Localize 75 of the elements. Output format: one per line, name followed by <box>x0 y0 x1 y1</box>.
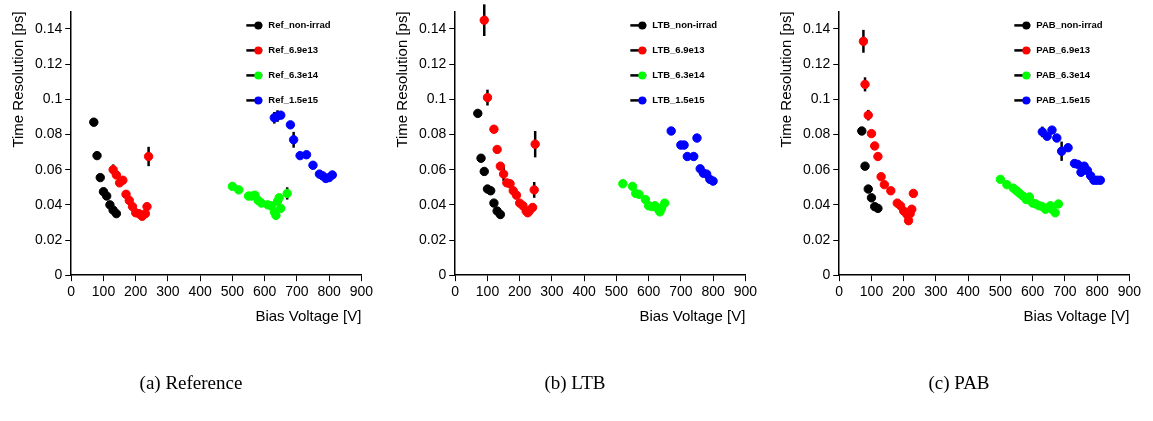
y-tick-label: 0.12 <box>803 55 831 72</box>
y-axis-title: Time Resolution [ps] <box>9 11 27 148</box>
x-tick-label: 600 <box>1020 283 1045 300</box>
y-tick-label: 0.04 <box>803 195 831 212</box>
x-tick-label: 500 <box>988 283 1013 300</box>
legend-label: LTB_6.9e13 <box>652 44 705 56</box>
x-tick-label: 800 <box>701 283 725 300</box>
legend-label: PAB_6.3e14 <box>1036 69 1091 81</box>
y-tick-label: 0.1 <box>426 90 447 107</box>
x-tick-label: 600 <box>636 283 661 300</box>
y-tick-label: 0.08 <box>35 125 63 142</box>
y-tick-label: 0.02 <box>419 230 447 247</box>
legend-label: LTB_6.3e14 <box>652 69 706 81</box>
x-tick-label: 800 <box>1085 283 1109 300</box>
y-axis-title: Time Resolution [ps] <box>777 11 795 148</box>
x-tick-label: 500 <box>220 283 245 300</box>
x-tick-label: 300 <box>540 283 564 300</box>
legend-label: Ref_6.3e14 <box>268 69 319 81</box>
x-tick-label: 0 <box>451 283 460 300</box>
x-axis-title: Bias Voltage [V] <box>255 307 362 325</box>
legend-label: Ref_non-irrad <box>268 19 331 31</box>
x-tick-label: 0 <box>67 283 76 300</box>
x-tick-label: 700 <box>285 283 309 300</box>
x-tick-label: 700 <box>669 283 693 300</box>
x-tick-label: 100 <box>91 283 116 300</box>
legend-label: PAB_non-irrad <box>1036 19 1103 31</box>
y-tick-label: 0.08 <box>419 125 447 142</box>
legend-label: LTB_1.5e15 <box>652 94 706 106</box>
y-tick-label: 0.02 <box>803 230 831 247</box>
y-tick-label: 0.06 <box>35 160 63 177</box>
x-tick-label: 400 <box>188 283 213 300</box>
y-tick-label: 0 <box>822 266 831 283</box>
y-tick-label: 0 <box>54 266 63 283</box>
y-tick-label: 0.04 <box>419 195 447 212</box>
x-tick-label: 200 <box>892 283 916 300</box>
y-tick-label: 0.14 <box>803 19 831 36</box>
y-tick-label: 0.02 <box>35 230 63 247</box>
y-tick-label: 0.08 <box>803 125 831 142</box>
y-tick-label: 0.04 <box>35 195 63 212</box>
text: (b) LTB <box>543 372 607 394</box>
y-tick-label: 0.12 <box>35 55 63 72</box>
x-tick-label: 100 <box>859 283 884 300</box>
legend-label: LTB_non-irrad <box>652 19 718 31</box>
y-tick-label: 0.14 <box>35 19 63 36</box>
y-tick-label: 0.1 <box>810 90 831 107</box>
y-tick-label: 0.06 <box>803 160 831 177</box>
y-tick-label: 0.06 <box>419 160 447 177</box>
x-tick-label: 900 <box>733 283 758 300</box>
y-tick-label: 0.1 <box>42 90 63 107</box>
legend-label: PAB_1.5e15 <box>1036 94 1091 106</box>
legend-label: Ref_6.9e13 <box>268 44 318 56</box>
x-tick-label: 400 <box>572 283 597 300</box>
x-tick-label: 500 <box>604 283 629 300</box>
text: (c) PAB <box>927 372 991 394</box>
x-tick-label: 300 <box>156 283 180 300</box>
y-tick-label: 0 <box>438 266 447 283</box>
x-tick-label: 300 <box>924 283 948 300</box>
y-axis-title: Time Resolution [ps] <box>393 11 411 148</box>
x-axis-title: Bias Voltage [V] <box>639 307 746 325</box>
x-tick-label: 700 <box>1053 283 1077 300</box>
x-tick-label: 200 <box>508 283 532 300</box>
x-tick-label: 600 <box>252 283 277 300</box>
x-tick-label: 400 <box>956 283 981 300</box>
y-tick-label: 0.12 <box>419 55 447 72</box>
text: (a) Reference <box>138 372 244 394</box>
x-tick-label: 0 <box>835 283 844 300</box>
x-tick-label: 100 <box>475 283 500 300</box>
legend-label: PAB_6.9e13 <box>1036 44 1091 56</box>
x-tick-label: 200 <box>124 283 148 300</box>
x-axis-title: Bias Voltage [V] <box>1023 307 1130 325</box>
legend-label: Ref_1.5e15 <box>268 94 319 106</box>
x-tick-label: 900 <box>349 283 374 300</box>
x-tick-label: 900 <box>1117 283 1142 300</box>
x-tick-label: 800 <box>317 283 341 300</box>
y-tick-label: 0.14 <box>419 19 447 36</box>
